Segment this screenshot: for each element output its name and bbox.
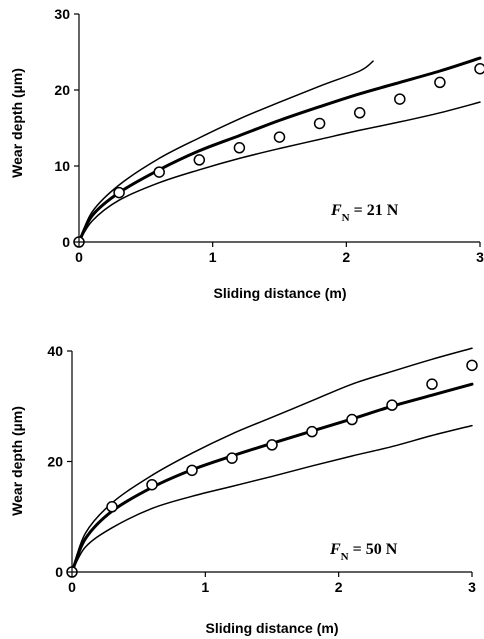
x-tick-label: 1 [209, 249, 217, 265]
x-tick-label: 0 [75, 249, 83, 265]
series-line-thin [71, 424, 473, 573]
data-point [466, 359, 478, 372]
force-annotation: FN = 50 N [329, 541, 398, 563]
data-point [474, 62, 484, 75]
data-point [193, 154, 206, 166]
data-point [386, 399, 398, 411]
axes-frame [74, 13, 481, 247]
y-axis-label: Wear depth (µm) [9, 68, 25, 178]
y-tick-label: 20 [47, 454, 63, 470]
y-tick-label: 30 [54, 6, 70, 22]
y-tick-label: 20 [54, 82, 70, 98]
y-tick-label: 0 [55, 564, 63, 580]
axes-frame [67, 350, 473, 577]
data-point [273, 131, 286, 143]
force-subscript: N [341, 551, 349, 563]
x-axis-label: Sliding distance (m) [213, 285, 346, 301]
tick-labels: 0 1 2 3 0 20 40 [47, 343, 476, 595]
force-subscript: N [342, 212, 350, 224]
plot-marks [73, 56, 484, 248]
data-point [426, 378, 438, 390]
x-tick-label: 3 [468, 579, 476, 595]
x-tick-label: 1 [201, 579, 209, 595]
data-point [306, 425, 318, 438]
series-line-thick [77, 56, 482, 244]
data-point [434, 76, 446, 89]
data-point [153, 166, 165, 178]
data-point [346, 413, 358, 426]
force-value: = 50 N [349, 541, 398, 558]
y-tick-label: 10 [54, 158, 70, 174]
force-annotation: FN = 21 N [330, 202, 399, 224]
x-tick-label: 3 [476, 249, 484, 265]
data-point [233, 142, 246, 154]
data-point [394, 93, 406, 105]
data-point [353, 107, 366, 119]
force-symbol: F [329, 541, 341, 558]
y-axis-label: Wear depth (µm) [9, 406, 25, 516]
x-tick-label: 2 [342, 249, 350, 265]
data-point [266, 439, 278, 451]
data-point [113, 186, 125, 199]
y-tick-label: 0 [62, 234, 70, 250]
x-tick-label: 2 [335, 579, 343, 595]
series-line-thick [70, 382, 474, 574]
x-tick-label: 0 [68, 579, 76, 595]
y-tick-label: 40 [47, 343, 63, 359]
force-value: = 21 N [350, 202, 399, 219]
data-point [313, 117, 326, 130]
plot-marks [66, 347, 478, 578]
chart-panel-50n: 0 1 2 3 0 20 40 Sliding distance (m) Wear dept… [9, 343, 478, 636]
force-symbol: F [330, 202, 342, 219]
x-axis-label: Sliding distance (m) [205, 620, 338, 636]
data-point [146, 478, 158, 491]
data-point [106, 501, 118, 513]
data-point [226, 452, 238, 464]
series-line-thin [78, 101, 481, 243]
series-line-thin [71, 347, 473, 573]
series-line-thin [78, 60, 374, 243]
data-point [186, 464, 198, 477]
